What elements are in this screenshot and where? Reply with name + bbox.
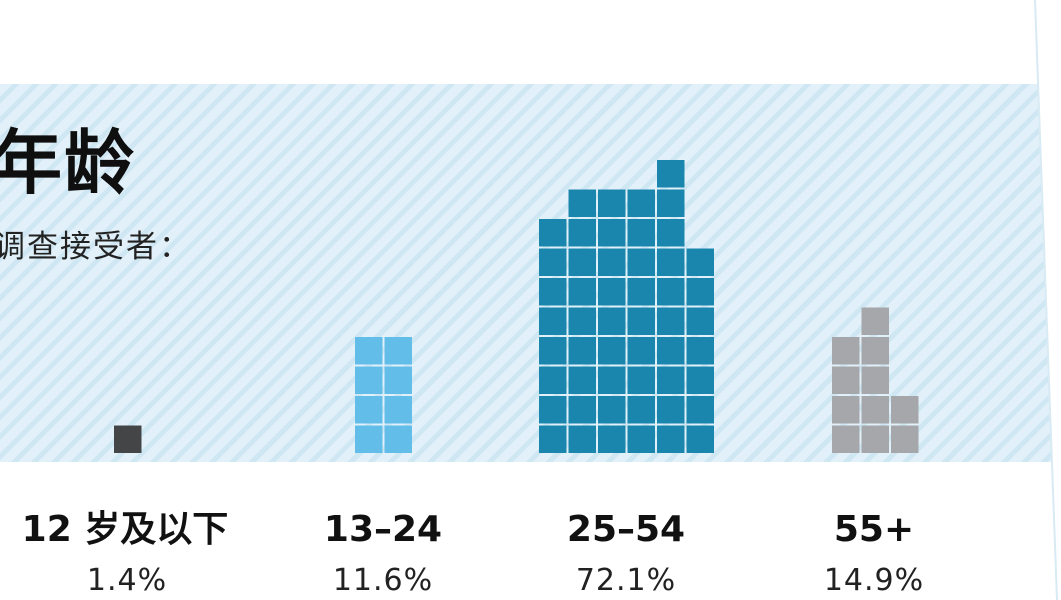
waffle-square-2-13	[568, 278, 596, 306]
waffle-square-2-17	[598, 425, 626, 453]
waffle-square-2-37	[657, 366, 685, 394]
waffle-square-2-1	[539, 396, 567, 424]
waffle-square-2-8	[568, 425, 596, 453]
waffle-square-2-22	[598, 278, 626, 306]
waffle-square-2-29	[627, 337, 655, 365]
waffle-square-3-6	[861, 366, 889, 394]
waffle-square-1-6	[384, 366, 412, 394]
waffle-square-1-2	[355, 366, 383, 394]
category-value-2: 72.1%	[575, 563, 677, 598]
waffle-square-2-4	[539, 307, 567, 335]
category-label-3: 55+	[833, 509, 915, 550]
waffle-square-2-20	[598, 337, 626, 365]
waffle-square-2-51	[686, 248, 714, 276]
waffle-square-2-32	[627, 248, 655, 276]
category-value-3: 14.9%	[823, 563, 925, 598]
waffle-square-2-50	[686, 278, 714, 306]
waffle-square-3-5	[861, 396, 889, 424]
waffle-square-2-15	[568, 219, 596, 247]
waffle-square-2-31	[627, 278, 655, 306]
waffle-square-2-47	[686, 366, 714, 394]
waffle-square-2-43	[657, 189, 685, 217]
category-value-0: 1.4%	[86, 563, 168, 598]
waffle-square-1-1	[355, 396, 383, 424]
waffle-square-2-21	[598, 307, 626, 335]
waffle-square-2-7	[539, 219, 567, 247]
waffle-square-0-0	[114, 425, 142, 453]
waffle-square-3-1	[832, 396, 860, 424]
waffle-square-3-0	[832, 425, 860, 453]
waffle-square-2-25	[598, 189, 626, 217]
waffle-square-2-3	[539, 337, 567, 365]
waffle-square-2-45	[686, 425, 714, 453]
waffle-square-2-34	[627, 189, 655, 217]
waffle-square-3-4	[861, 425, 889, 453]
waffle-square-2-35	[657, 425, 685, 453]
chart-title: 年龄	[0, 122, 136, 204]
waffle-square-2-28	[627, 366, 655, 394]
waffle-square-2-11	[568, 337, 596, 365]
waffle-square-2-0	[539, 425, 567, 453]
category-label-2: 25–54	[566, 509, 686, 550]
waffle-square-2-26	[627, 425, 655, 453]
waffle-square-2-2	[539, 366, 567, 394]
waffle-square-2-41	[657, 248, 685, 276]
chart-subtitle: 调查接受者：	[0, 229, 192, 265]
waffle-square-2-23	[598, 248, 626, 276]
waffle-square-2-42	[657, 219, 685, 247]
waffle-square-1-7	[384, 337, 412, 365]
waffle-square-2-14	[568, 248, 596, 276]
waffle-square-3-10	[891, 396, 919, 424]
waffle-square-2-39	[657, 307, 685, 335]
category-label-1: 13–24	[323, 509, 443, 550]
waffle-square-2-48	[686, 337, 714, 365]
waffle-square-2-12	[568, 307, 596, 335]
waffle-square-2-10	[568, 366, 596, 394]
waffle-square-1-5	[384, 396, 412, 424]
waffle-square-2-18	[598, 396, 626, 424]
waffle-square-2-40	[657, 278, 685, 306]
waffle-square-2-24	[598, 219, 626, 247]
waffle-square-3-8	[861, 307, 889, 335]
category-label-0: 12 岁及以下	[21, 509, 229, 550]
waffle-square-3-9	[891, 425, 919, 453]
waffle-square-2-19	[598, 366, 626, 394]
waffle-square-2-30	[627, 307, 655, 335]
waffle-square-2-46	[686, 396, 714, 424]
waffle-square-3-3	[832, 337, 860, 365]
waffle-square-2-36	[657, 396, 685, 424]
waffle-square-2-5	[539, 278, 567, 306]
waffle-square-2-6	[539, 248, 567, 276]
waffle-square-3-7	[861, 337, 889, 365]
waffle-square-1-0	[355, 425, 383, 453]
category-value-1: 11.6%	[332, 563, 434, 598]
waffle-square-2-38	[657, 337, 685, 365]
waffle-square-2-16	[568, 189, 596, 217]
waffle-square-3-2	[832, 366, 860, 394]
waffle-square-2-44	[657, 160, 685, 188]
waffle-square-2-49	[686, 307, 714, 335]
waffle-square-1-4	[384, 425, 412, 453]
waffle-square-2-33	[627, 219, 655, 247]
waffle-square-2-27	[627, 396, 655, 424]
waffle-square-2-9	[568, 396, 596, 424]
waffle-square-1-3	[355, 337, 383, 365]
